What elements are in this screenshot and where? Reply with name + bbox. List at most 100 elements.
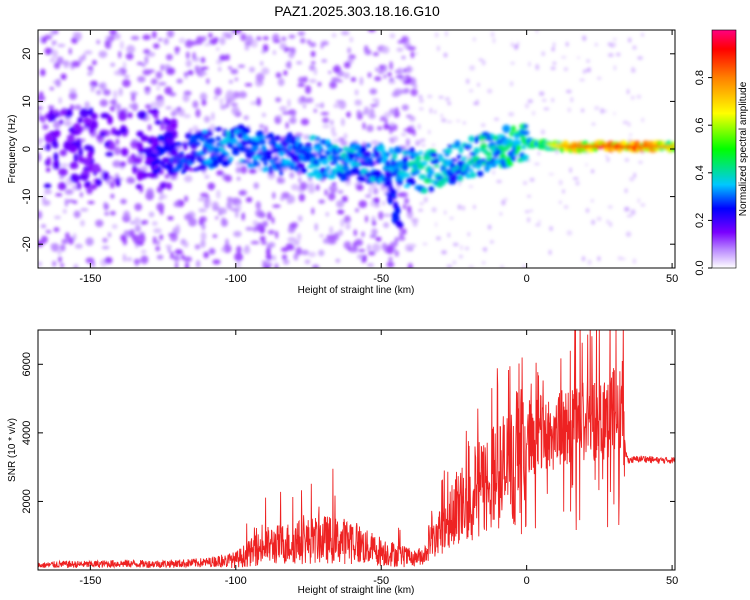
y-tick-label: -20 [21, 236, 33, 252]
heatmap-cell [563, 67, 568, 71]
heatmap-cell [395, 75, 404, 79]
heatmap-cell [320, 43, 324, 49]
heatmap-cell [403, 184, 410, 188]
heatmap-cell [226, 200, 233, 210]
heatmap-cell [174, 51, 180, 55]
heatmap-cell [288, 49, 295, 59]
heatmap-cell [473, 205, 476, 209]
heatmap-cell [319, 234, 324, 238]
heatmap-cell [367, 244, 371, 252]
heatmap-cell [87, 200, 95, 205]
heatmap-cell [135, 153, 145, 158]
heatmap-cell [457, 154, 462, 160]
heatmap-cell [47, 156, 52, 167]
heatmap-cell [124, 75, 130, 78]
heatmap-cell [196, 36, 204, 45]
heatmap-cell [418, 174, 427, 179]
heatmap-cell [51, 49, 59, 59]
heatmap-cell [465, 164, 470, 172]
heatmap-cell [84, 181, 92, 187]
heatmap-cell [402, 204, 407, 210]
heatmap-cell [540, 129, 546, 135]
heatmap-cell [566, 230, 573, 236]
heatmap-cell [261, 112, 267, 118]
heatmap-cell [225, 238, 229, 248]
heatmap-cell [608, 205, 613, 209]
heatmap-cell [165, 53, 173, 61]
heatmap-cell [443, 52, 448, 58]
heatmap-cell [48, 105, 55, 110]
heatmap-cell [68, 236, 74, 245]
heatmap-cell [365, 151, 372, 158]
heatmap-cell [388, 80, 396, 85]
heatmap-cell [432, 152, 438, 158]
heatmap-cell [402, 228, 407, 235]
heatmap-cell [201, 71, 208, 76]
heatmap-cell [275, 230, 279, 239]
heatmap-cell [322, 117, 330, 124]
heatmap-cell [527, 217, 530, 223]
heatmap-cell [415, 52, 418, 55]
heatmap-cell [125, 52, 134, 60]
heatmap-cell [212, 37, 219, 42]
heatmap-cell [322, 124, 331, 129]
heatmap-cell [272, 50, 276, 55]
heatmap-cell [140, 234, 146, 243]
heatmap-cell [153, 158, 161, 165]
heatmap-cell [392, 135, 399, 142]
heatmap-cell [444, 97, 450, 102]
heatmap-cell [183, 256, 193, 263]
heatmap-cell [359, 145, 367, 153]
heatmap-cell [367, 30, 376, 33]
heatmap-cell [55, 193, 63, 197]
heatmap-cell [445, 148, 453, 154]
heatmap-cell [477, 83, 480, 87]
heatmap-cell [70, 173, 80, 183]
heatmap-cell [335, 258, 341, 263]
heatmap-cell [272, 255, 277, 261]
heatmap-cell [636, 94, 642, 99]
heatmap-cell [289, 139, 298, 145]
heatmap-cell [262, 36, 269, 41]
heatmap-cell [405, 138, 410, 147]
heatmap-cell [628, 37, 632, 43]
heatmap-cell [407, 263, 413, 268]
heatmap-cell [54, 215, 61, 220]
spectrogram-x-label: Height of straight line (km) [298, 285, 415, 296]
heatmap-cell [242, 126, 251, 134]
heatmap-cell [404, 244, 412, 252]
heatmap-cell [524, 103, 530, 109]
heatmap-cell [297, 233, 302, 241]
heatmap-cell [427, 94, 433, 99]
heatmap-cell [362, 256, 367, 260]
heatmap-cell [314, 103, 323, 108]
spectrogram-panel: -150 -100 -50 0 50 20 10 0 -10 -20 Height of str… [7, 29, 678, 296]
heatmap-cell [476, 170, 484, 177]
heatmap-cell [293, 239, 300, 246]
heatmap-cell [247, 138, 252, 145]
heatmap-cell [183, 146, 188, 150]
heatmap-cell [313, 108, 317, 113]
heatmap-cell [133, 258, 141, 265]
heatmap-cell [349, 36, 354, 43]
heatmap-cell [484, 164, 491, 173]
heatmap-cell [154, 120, 163, 125]
heatmap-cell [510, 42, 515, 48]
heatmap-cell [184, 175, 193, 183]
heatmap-cell [394, 250, 400, 257]
heatmap-cell [353, 229, 358, 237]
heatmap-cell [472, 37, 476, 42]
heatmap-cell [150, 78, 158, 85]
heatmap-cell [208, 248, 216, 255]
heatmap-cell [183, 114, 191, 119]
heatmap-cell [325, 212, 330, 217]
x-tick-label: 50 [666, 273, 678, 285]
heatmap-cell [137, 76, 146, 83]
heatmap-cell [118, 111, 127, 122]
heatmap-cell [496, 179, 502, 184]
heatmap-cell [245, 226, 254, 231]
heatmap-cell [435, 236, 441, 241]
heatmap-cell [49, 57, 56, 63]
heatmap-cell [462, 205, 465, 211]
heatmap-cell [82, 117, 93, 125]
